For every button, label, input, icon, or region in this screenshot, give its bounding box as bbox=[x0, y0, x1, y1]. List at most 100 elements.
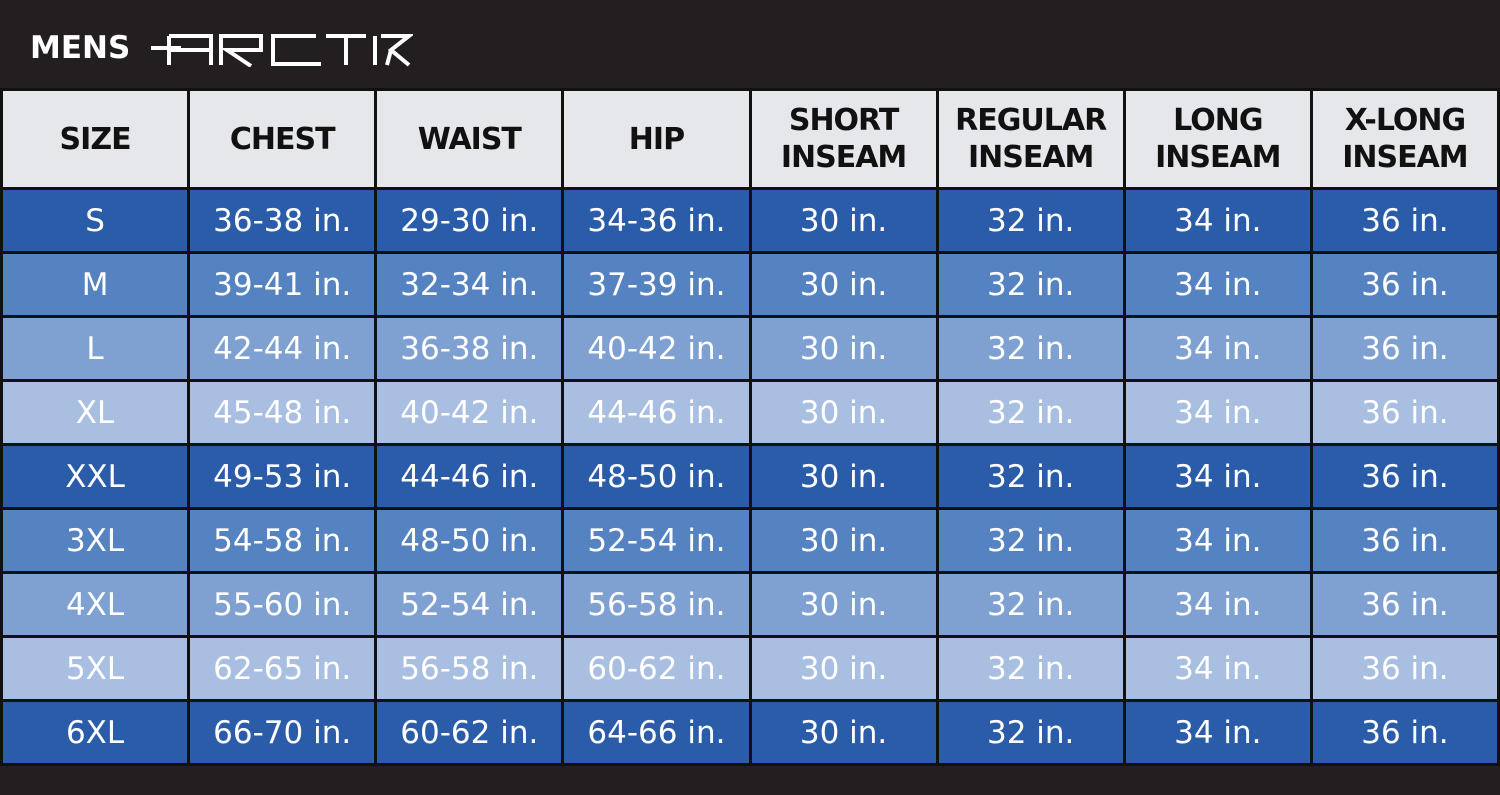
column-header-label: INSEAM bbox=[1155, 140, 1281, 175]
column-header: WAIST bbox=[374, 88, 565, 190]
measurement-cell: 30 in. bbox=[748, 443, 939, 510]
measurement-cell: 34 in. bbox=[1122, 699, 1313, 766]
table-row: 6XL 66-70 in. 60-62 in. 64-66 in. 30 in. 32 i… bbox=[0, 699, 1500, 766]
measurement-cell: 34-36 in. bbox=[561, 187, 752, 254]
measurement-cell: 60-62 in. bbox=[561, 635, 752, 702]
measurement-cell: 34 in. bbox=[1122, 507, 1313, 574]
column-header-label: SHORT bbox=[788, 103, 899, 138]
table-row: XL 45-48 in. 40-42 in. 44-46 in. 30 in. 32 in… bbox=[0, 379, 1500, 446]
column-header-label: REGULAR bbox=[955, 103, 1107, 138]
size-cell: 5XL bbox=[0, 635, 191, 702]
measurement-cell: 44-46 in. bbox=[374, 443, 565, 510]
size-cell: L bbox=[0, 315, 191, 382]
measurement-cell: 32 in. bbox=[935, 315, 1126, 382]
measurement-cell: 34 in. bbox=[1122, 315, 1313, 382]
measurement-cell: 44-46 in. bbox=[561, 379, 752, 446]
column-header-label: INSEAM bbox=[780, 140, 907, 175]
measurement-cell: 30 in. bbox=[748, 635, 939, 702]
measurement-cell: 40-42 in. bbox=[561, 315, 752, 382]
measurement-cell: 36 in. bbox=[1309, 187, 1500, 254]
measurement-cell: 34 in. bbox=[1122, 571, 1313, 638]
size-chart-table: SIZE CHEST WAIST HIP SHORT INSEAM REGULAR INSEA… bbox=[0, 88, 1500, 766]
measurement-cell: 36 in. bbox=[1309, 443, 1500, 510]
column-header: CHEST bbox=[187, 88, 378, 190]
measurement-cell: 32 in. bbox=[935, 507, 1126, 574]
measurement-cell: 30 in. bbox=[748, 507, 939, 574]
column-header-label: LONG bbox=[1173, 103, 1263, 138]
measurement-cell: 29-30 in. bbox=[374, 187, 565, 254]
size-cell: 6XL bbox=[0, 699, 191, 766]
measurement-cell: 48-50 in. bbox=[374, 507, 565, 574]
size-cell: S bbox=[0, 187, 191, 254]
column-header-label: X-LONG bbox=[1344, 103, 1466, 138]
table-row: 5XL 62-65 in. 56-58 in. 60-62 in. 30 in. 32 i… bbox=[0, 635, 1500, 702]
measurement-cell: 32 in. bbox=[935, 379, 1126, 446]
measurement-cell: 34 in. bbox=[1122, 379, 1313, 446]
size-cell: XL bbox=[0, 379, 191, 446]
measurement-cell: 30 in. bbox=[748, 187, 939, 254]
column-header: REGULAR INSEAM bbox=[935, 88, 1126, 190]
measurement-cell: 64-66 in. bbox=[561, 699, 752, 766]
measurement-cell: 32 in. bbox=[935, 251, 1126, 318]
measurement-cell: 62-65 in. bbox=[187, 635, 378, 702]
measurement-cell: 30 in. bbox=[748, 251, 939, 318]
header-row: SIZE CHEST WAIST HIP SHORT INSEAM REGULAR INSEA… bbox=[0, 88, 1500, 190]
measurement-cell: 32-34 in. bbox=[374, 251, 565, 318]
measurement-cell: 54-58 in. bbox=[187, 507, 378, 574]
page-title: MENS bbox=[30, 30, 131, 66]
column-header-label: HIP bbox=[628, 121, 685, 157]
measurement-cell: 56-58 in. bbox=[374, 635, 565, 702]
measurement-cell: 60-62 in. bbox=[374, 699, 565, 766]
measurement-cell: 36 in. bbox=[1309, 379, 1500, 446]
measurement-cell: 36 in. bbox=[1309, 635, 1500, 702]
size-cell: XXL bbox=[0, 443, 191, 510]
size-cell: M bbox=[0, 251, 191, 318]
table-row: M 39-41 in. 32-34 in. 37-39 in. 30 in. 32 in.… bbox=[0, 251, 1500, 318]
size-cell: 4XL bbox=[0, 571, 191, 638]
measurement-cell: 36 in. bbox=[1309, 699, 1500, 766]
table-row: XXL 49-53 in. 44-46 in. 48-50 in. 30 in. 32 i… bbox=[0, 443, 1500, 510]
measurement-cell: 52-54 in. bbox=[561, 507, 752, 574]
measurement-cell: 34 in. bbox=[1122, 635, 1313, 702]
measurement-cell: 36 in. bbox=[1309, 507, 1500, 574]
measurement-cell: 66-70 in. bbox=[187, 699, 378, 766]
table-row: L 42-44 in. 36-38 in. 40-42 in. 30 in. 32 in.… bbox=[0, 315, 1500, 382]
measurement-cell: 34 in. bbox=[1122, 187, 1313, 254]
measurement-cell: 45-48 in. bbox=[187, 379, 378, 446]
measurement-cell: 37-39 in. bbox=[561, 251, 752, 318]
measurement-cell: 48-50 in. bbox=[561, 443, 752, 510]
measurement-cell: 39-41 in. bbox=[187, 251, 378, 318]
column-header: HIP bbox=[561, 88, 752, 190]
table-row: S 36-38 in. 29-30 in. 34-36 in. 30 in. 32 in.… bbox=[0, 187, 1500, 254]
measurement-cell: 36-38 in. bbox=[187, 187, 378, 254]
measurement-cell: 34 in. bbox=[1122, 251, 1313, 318]
measurement-cell: 32 in. bbox=[935, 635, 1126, 702]
measurement-cell: 30 in. bbox=[748, 699, 939, 766]
measurement-cell: 34 in. bbox=[1122, 443, 1313, 510]
measurement-cell: 36 in. bbox=[1309, 251, 1500, 318]
column-header: X-LONG INSEAM bbox=[1309, 88, 1500, 190]
column-header: SIZE bbox=[0, 88, 191, 190]
measurement-cell: 32 in. bbox=[935, 443, 1126, 510]
column-header: SHORT INSEAM bbox=[748, 88, 939, 190]
measurement-cell: 30 in. bbox=[748, 379, 939, 446]
column-header-label: INSEAM bbox=[1342, 140, 1468, 175]
measurement-cell: 42-44 in. bbox=[187, 315, 378, 382]
measurement-cell: 30 in. bbox=[748, 315, 939, 382]
table-row: 3XL 54-58 in. 48-50 in. 52-54 in. 30 in. 32 i… bbox=[0, 507, 1500, 574]
measurement-cell: 36 in. bbox=[1309, 315, 1500, 382]
measurement-cell: 32 in. bbox=[935, 187, 1126, 254]
size-cell: 3XL bbox=[0, 507, 191, 574]
measurement-cell: 36 in. bbox=[1309, 571, 1500, 638]
column-header: LONG INSEAM bbox=[1122, 88, 1313, 190]
measurement-cell: 40-42 in. bbox=[374, 379, 565, 446]
measurement-cell: 52-54 in. bbox=[374, 571, 565, 638]
column-header-label: WAIST bbox=[417, 121, 522, 157]
arctix-logo bbox=[151, 34, 413, 67]
measurement-cell: 55-60 in. bbox=[187, 571, 378, 638]
measurement-cell: 49-53 in. bbox=[187, 443, 378, 510]
column-header-label: INSEAM bbox=[967, 140, 1094, 175]
column-header-label: CHEST bbox=[229, 121, 336, 157]
measurement-cell: 32 in. bbox=[935, 699, 1126, 766]
measurement-cell: 30 in. bbox=[748, 571, 939, 638]
